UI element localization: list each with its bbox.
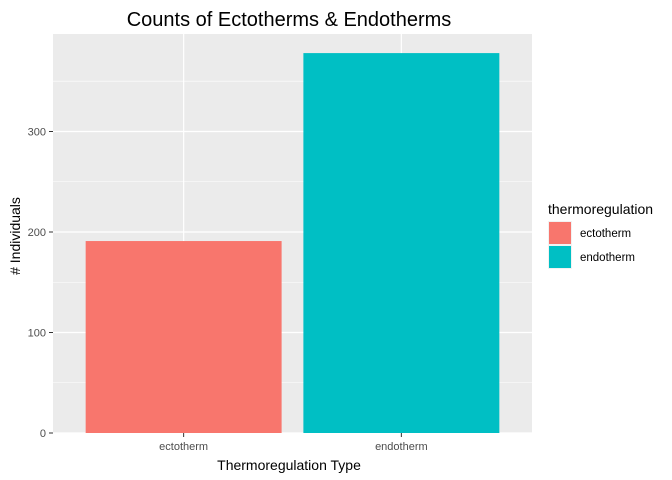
bar-endotherm [303, 53, 500, 434]
legend: thermoregulation ectotherm endotherm [548, 201, 653, 269]
bar-ectotherm [85, 241, 282, 433]
y-tick-label: 200 [28, 227, 46, 239]
y-axis: 0 100 200 300 [28, 126, 53, 440]
legend-label-endotherm: endotherm [580, 252, 635, 264]
legend-swatch-ectotherm [549, 222, 571, 244]
x-tick-label: endotherm [375, 441, 428, 453]
legend-swatch-endotherm [549, 246, 571, 268]
bars [85, 53, 500, 434]
y-tick-label: 100 [28, 327, 46, 339]
y-tick-label: 300 [28, 126, 46, 138]
legend-title: thermoregulation [548, 201, 653, 217]
legend-label-ectotherm: ectotherm [580, 228, 631, 240]
chart-title: Counts of Ectotherms & Endotherms [127, 9, 452, 31]
y-tick-label: 0 [40, 428, 46, 440]
x-tick-label: ectotherm [159, 441, 208, 453]
x-axis-title: Thermoregulation Type [217, 457, 361, 473]
legend-keys: ectotherm endotherm [548, 221, 635, 269]
x-axis: ectotherm endotherm [159, 433, 428, 453]
y-axis-title: # Individuals [7, 197, 23, 275]
